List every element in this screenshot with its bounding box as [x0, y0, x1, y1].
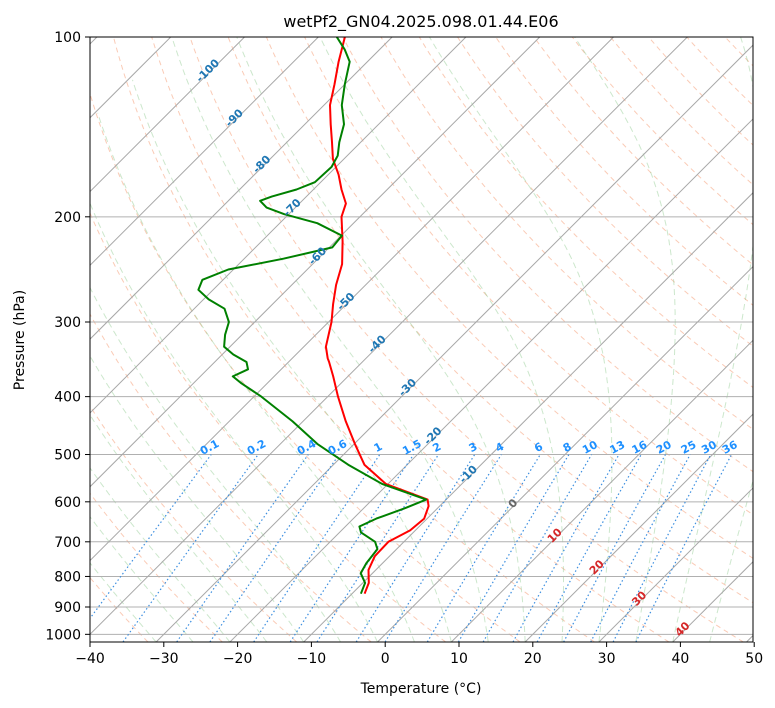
mixing-ratio-line — [316, 454, 440, 642]
moist-adiabat — [132, 79, 452, 642]
plot-frame — [89, 36, 754, 643]
isotherm-line — [377, 265, 753, 642]
dry-adiabat — [90, 405, 298, 642]
x-tick-label: 30 — [598, 651, 616, 667]
x-tick-label: 0 — [381, 651, 390, 667]
isotherm-line — [90, 37, 393, 340]
y-axis: 100 200 300 400 500 600 700 800 900 1000 — [45, 30, 90, 643]
plot-background — [90, 37, 753, 642]
y-tick-label: 500 — [54, 448, 81, 464]
background-lines — [90, 37, 775, 642]
dry-adiabat — [151, 37, 670, 642]
mixing-ratio-label: 25 — [679, 438, 699, 457]
mixing-ratio-label: 30 — [699, 438, 719, 457]
dry-adiabat — [189, 37, 744, 642]
mixing-ratio-line — [122, 454, 259, 642]
x-tick-label: 10 — [450, 651, 468, 667]
mixing-ratio-line — [590, 454, 691, 642]
y-tick-label: 400 — [54, 390, 81, 406]
moist-adiabat — [171, 37, 489, 642]
mixing-ratio-line — [457, 454, 570, 642]
moist-adiabat — [90, 414, 268, 642]
dry-adiabat — [90, 313, 372, 642]
isotherm-line — [90, 37, 467, 414]
x-tick-label: 50 — [745, 651, 763, 667]
moist-adiabat — [319, 37, 564, 642]
isotherm-line — [90, 37, 541, 488]
mixing-ratio-label: 20 — [654, 438, 674, 457]
mixing-ratio-line — [253, 454, 381, 642]
y-tick-label: 900 — [54, 600, 81, 616]
x-tick-label: 40 — [671, 651, 689, 667]
x-tick-label: −40 — [75, 651, 105, 667]
isotherm-line — [450, 339, 753, 642]
x-axis: −40 −30 −20 −10 0 10 20 30 40 50 — [75, 642, 763, 667]
dry-adiabat — [763, 37, 775, 642]
isotherm-line — [90, 37, 688, 636]
isotherm-line — [155, 44, 753, 642]
mixing-ratio-label: 36 — [720, 438, 740, 457]
dry-adiabat — [113, 37, 595, 642]
dry-adiabat — [90, 92, 521, 642]
mixing-ratio-line — [482, 454, 593, 642]
y-tick-label: 100 — [54, 30, 81, 46]
y-tick-label: 600 — [54, 495, 81, 511]
isotherm-line — [524, 413, 753, 642]
y-tick-label: 800 — [54, 569, 81, 585]
mixing-ratio-label: 16 — [630, 438, 650, 457]
isotherm-line — [90, 37, 245, 193]
mixing-ratio-line — [512, 454, 620, 642]
dry-adiabat — [227, 37, 753, 604]
isotherm-line — [303, 192, 753, 642]
mixing-ratio-label: 10 — [580, 438, 600, 457]
x-tick-label: −30 — [149, 651, 179, 667]
x-tick-label: 20 — [524, 651, 542, 667]
moist-adiabat — [672, 37, 753, 642]
y-tick-label: 700 — [54, 535, 81, 551]
x-axis-title: Temperature (°C) — [360, 681, 482, 697]
moist-adiabat — [236, 37, 526, 642]
dry-adiabat — [265, 37, 753, 559]
x-tick-label: −10 — [297, 651, 327, 667]
mixing-ratio-line — [563, 454, 667, 642]
y-tick-label: 1000 — [45, 627, 81, 643]
y-tick-label: 300 — [54, 315, 81, 331]
mixing-ratio-line — [426, 454, 541, 642]
isotherm-line — [598, 487, 753, 642]
moist-adiabat — [574, 37, 676, 642]
temperature-profile-line — [324, 37, 430, 595]
mixing-ratio-line — [209, 454, 340, 642]
dry-adiabat — [457, 37, 753, 347]
moist-adiabat — [90, 355, 305, 642]
dry-adiabat — [304, 37, 753, 516]
chart-title: wetPf2_GN04.2025.098.01.44.E06 — [283, 12, 558, 32]
dewpoint-profile-line — [197, 37, 428, 595]
mixing-ratio-label: 13 — [608, 438, 628, 457]
moist-adiabat — [90, 201, 378, 642]
mixing-ratio-line — [289, 454, 415, 642]
mixing-ratio-line — [176, 454, 309, 642]
moist-adiabat — [428, 37, 613, 642]
x-tick-label: −20 — [223, 651, 253, 667]
profile-lines — [197, 37, 430, 595]
mixing-ratio-line — [90, 454, 212, 620]
dry-adiabat — [90, 576, 149, 642]
moist-adiabat — [709, 478, 753, 642]
isotherm-line — [90, 37, 614, 562]
y-axis-title: Pressure (hPa) — [12, 290, 28, 390]
y-tick-label: 200 — [54, 210, 81, 226]
moist-adiabat — [97, 112, 415, 642]
dry-adiabat — [418, 37, 753, 389]
isotherm-line — [229, 118, 753, 642]
dry-adiabat — [90, 211, 446, 642]
isotherm-line — [90, 37, 319, 267]
